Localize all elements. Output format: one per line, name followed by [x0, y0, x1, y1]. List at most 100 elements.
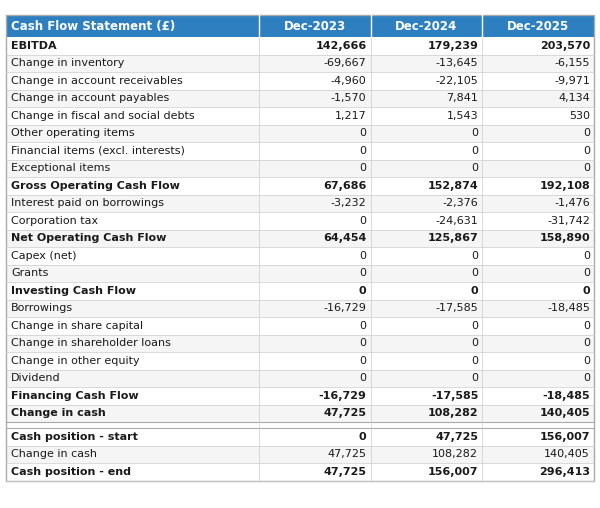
- Bar: [6, 212, 594, 230]
- Text: Capex (net): Capex (net): [11, 251, 77, 261]
- Text: -3,232: -3,232: [331, 199, 367, 208]
- Text: 0: 0: [359, 321, 367, 331]
- Text: Dec-2023: Dec-2023: [284, 20, 346, 33]
- Text: 47,725: 47,725: [328, 450, 367, 460]
- Text: Other operating items: Other operating items: [11, 129, 134, 139]
- Text: 0: 0: [583, 251, 590, 261]
- Bar: [6, 142, 594, 160]
- Text: -6,155: -6,155: [554, 58, 590, 69]
- Bar: [6, 90, 594, 107]
- Text: 0: 0: [583, 129, 590, 139]
- Text: Dividend: Dividend: [11, 373, 61, 384]
- Text: -1,570: -1,570: [331, 93, 367, 104]
- Text: Cash Flow Statement (£): Cash Flow Statement (£): [11, 20, 175, 33]
- Text: 156,007: 156,007: [428, 467, 478, 477]
- Bar: [6, 125, 594, 142]
- Text: 125,867: 125,867: [428, 234, 478, 243]
- Text: 0: 0: [471, 129, 478, 139]
- Text: EBITDA: EBITDA: [11, 41, 56, 51]
- Text: -31,742: -31,742: [547, 216, 590, 226]
- Bar: [6, 55, 594, 72]
- Bar: [6, 230, 594, 247]
- Text: 152,874: 152,874: [428, 181, 478, 191]
- Bar: [6, 405, 594, 422]
- Text: Change in account payables: Change in account payables: [11, 93, 169, 104]
- Bar: [6, 15, 259, 37]
- Text: Dec-2025: Dec-2025: [507, 20, 569, 33]
- Text: Cash position - start: Cash position - start: [11, 432, 138, 442]
- Text: 142,666: 142,666: [316, 41, 367, 51]
- Bar: [259, 15, 371, 37]
- Text: 0: 0: [359, 164, 367, 174]
- Bar: [6, 422, 594, 428]
- Text: 0: 0: [471, 321, 478, 331]
- Bar: [371, 15, 482, 37]
- Text: 64,454: 64,454: [323, 234, 367, 243]
- Text: -9,971: -9,971: [554, 76, 590, 86]
- Text: Change in cash: Change in cash: [11, 450, 97, 460]
- Text: 0: 0: [359, 129, 367, 139]
- Text: Change in shareholder loans: Change in shareholder loans: [11, 338, 171, 348]
- Text: Change in inventory: Change in inventory: [11, 58, 124, 69]
- Bar: [6, 335, 594, 352]
- Text: -17,585: -17,585: [436, 303, 478, 313]
- Bar: [6, 446, 594, 463]
- Bar: [6, 37, 594, 55]
- Text: -22,105: -22,105: [436, 76, 478, 86]
- Text: Change in account receivables: Change in account receivables: [11, 76, 183, 86]
- Text: 1,543: 1,543: [446, 111, 478, 121]
- Text: 0: 0: [471, 338, 478, 348]
- Bar: [6, 160, 594, 177]
- Bar: [6, 265, 594, 282]
- Text: 0: 0: [359, 356, 367, 366]
- Text: Gross Operating Cash Flow: Gross Operating Cash Flow: [11, 181, 180, 191]
- Text: Change in fiscal and social debts: Change in fiscal and social debts: [11, 111, 194, 121]
- Text: 0: 0: [583, 321, 590, 331]
- Text: 0: 0: [359, 373, 367, 384]
- Text: -13,645: -13,645: [436, 58, 478, 69]
- Text: 156,007: 156,007: [539, 432, 590, 442]
- Text: -24,631: -24,631: [436, 216, 478, 226]
- Text: 7,841: 7,841: [446, 93, 478, 104]
- Text: 0: 0: [359, 216, 367, 226]
- Bar: [6, 428, 594, 446]
- Text: Change in other equity: Change in other equity: [11, 356, 140, 366]
- Text: 140,405: 140,405: [544, 450, 590, 460]
- Text: Net Operating Cash Flow: Net Operating Cash Flow: [11, 234, 166, 243]
- Text: 0: 0: [471, 251, 478, 261]
- Text: 0: 0: [583, 356, 590, 366]
- Text: 0: 0: [471, 356, 478, 366]
- Text: 179,239: 179,239: [427, 41, 478, 51]
- Text: 0: 0: [583, 373, 590, 384]
- Text: 0: 0: [583, 146, 590, 156]
- Text: Financial items (excl. interests): Financial items (excl. interests): [11, 146, 185, 156]
- Text: 0: 0: [359, 251, 367, 261]
- Text: 0: 0: [583, 269, 590, 278]
- Text: 192,108: 192,108: [539, 181, 590, 191]
- Text: 0: 0: [471, 146, 478, 156]
- Text: 0: 0: [583, 164, 590, 174]
- Text: 1,217: 1,217: [335, 111, 367, 121]
- Bar: [6, 72, 594, 90]
- Text: -18,485: -18,485: [542, 391, 590, 401]
- Text: -2,376: -2,376: [443, 199, 478, 208]
- Text: Cash position - end: Cash position - end: [11, 467, 131, 477]
- Text: 0: 0: [359, 146, 367, 156]
- Text: Exceptional items: Exceptional items: [11, 164, 110, 174]
- Text: 0: 0: [470, 286, 478, 296]
- Text: 0: 0: [359, 432, 367, 442]
- Text: 47,725: 47,725: [435, 432, 478, 442]
- Text: 203,570: 203,570: [540, 41, 590, 51]
- Text: 296,413: 296,413: [539, 467, 590, 477]
- Text: 108,282: 108,282: [432, 450, 478, 460]
- Text: Borrowings: Borrowings: [11, 303, 73, 313]
- Bar: [6, 370, 594, 387]
- Text: Interest paid on borrowings: Interest paid on borrowings: [11, 199, 164, 208]
- Text: 158,890: 158,890: [539, 234, 590, 243]
- Text: -18,485: -18,485: [547, 303, 590, 313]
- Text: 0: 0: [471, 373, 478, 384]
- Bar: [6, 282, 594, 300]
- Text: Corporation tax: Corporation tax: [11, 216, 98, 226]
- Text: 47,725: 47,725: [323, 408, 367, 419]
- Bar: [6, 247, 594, 265]
